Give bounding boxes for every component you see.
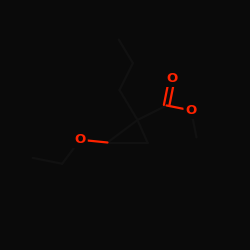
Text: O: O: [166, 72, 177, 85]
Text: O: O: [186, 104, 197, 117]
Text: O: O: [74, 133, 86, 146]
